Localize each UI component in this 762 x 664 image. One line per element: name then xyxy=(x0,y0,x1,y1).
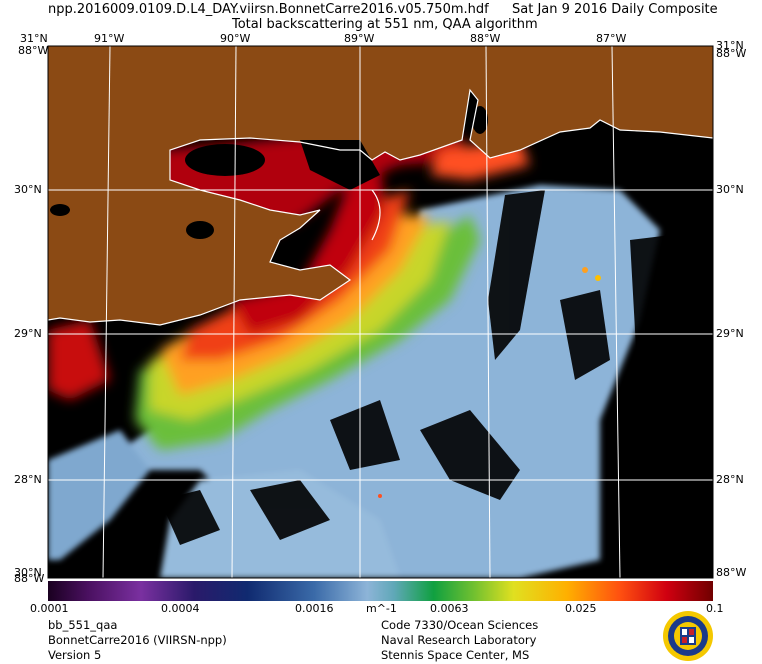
lat-label-30n-left: 30°N xyxy=(14,183,42,196)
product-code: bb_551_qaa xyxy=(48,618,118,632)
map-frame xyxy=(47,45,714,579)
coastline xyxy=(48,88,713,326)
corner-label-bl-lat: 30°N xyxy=(14,566,42,579)
colorbar-tick-0-0004: 0.0004 xyxy=(161,602,200,615)
lon-label-91w: 91°W xyxy=(94,32,125,45)
sediment-plume xyxy=(48,135,530,450)
corner-label-br: 88°W xyxy=(716,566,747,579)
org-code: Code 7330/Ocean Sciences xyxy=(381,618,539,632)
graticule-lines xyxy=(48,45,713,579)
file-name: npp.2016009.0109.D.L4_DAY.viirsn.BonnetC… xyxy=(48,2,489,17)
colorbar-tick-0-0016: 0.0016 xyxy=(295,602,334,615)
org-location: Stennis Space Center, MS xyxy=(381,648,530,662)
corner-label-tl: 88°W xyxy=(18,44,49,57)
colorbar-tick-0-1: 0.1 xyxy=(706,602,724,615)
lat-label-28n-right: 28°N xyxy=(716,473,744,486)
lon-label-88w: 88°W xyxy=(470,32,501,45)
corner-label-tr-lat: 31°N xyxy=(716,39,744,52)
colorbar-tick-0-025: 0.025 xyxy=(565,602,597,615)
dataset-name: BonnetCarre2016 (VIIRSN-npp) xyxy=(48,633,227,647)
nrl-seal-icon xyxy=(663,611,713,661)
map-panel xyxy=(47,45,714,579)
org-name: Naval Research Laboratory xyxy=(381,633,537,647)
land-mass xyxy=(48,46,713,325)
version-label: Version 5 xyxy=(48,648,102,662)
lon-label-89w: 89°W xyxy=(344,32,375,45)
colorbar xyxy=(48,581,713,601)
lat-label-29n-right: 29°N xyxy=(716,327,744,340)
colorbar-units: m^-1 xyxy=(366,602,397,615)
cloud-gaps xyxy=(160,190,713,578)
colorbar-tick-0-0001: 0.0001 xyxy=(30,602,69,615)
lat-label-29n-left: 29°N xyxy=(14,327,42,340)
lat-label-28n-left: 28°N xyxy=(14,473,42,486)
colorbar-tick-0-0063: 0.0063 xyxy=(430,602,469,615)
composite-date: Sat Jan 9 2016 Daily Composite xyxy=(512,2,718,17)
corner-label-tl-lat: 31°N xyxy=(20,32,48,45)
lat-label-30n-right: 30°N xyxy=(716,183,744,196)
product-title: Total backscattering at 551 nm, QAA algo… xyxy=(232,17,538,32)
corner-label-bl: 88°W xyxy=(14,572,45,585)
lon-label-90w: 90°W xyxy=(220,32,251,45)
corner-label-tr: 88°W xyxy=(716,47,747,60)
lon-label-87w: 87°W xyxy=(596,32,627,45)
